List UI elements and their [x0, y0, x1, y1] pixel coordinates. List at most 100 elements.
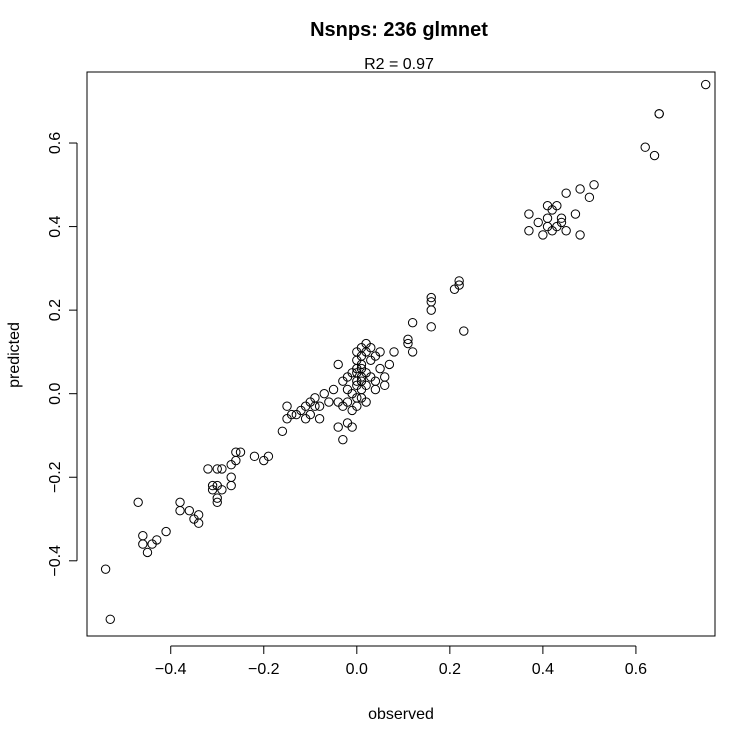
- data-point: [459, 326, 469, 336]
- data-point: [286, 409, 297, 420]
- data-point: [649, 150, 660, 161]
- data-point: [552, 200, 562, 211]
- data-point: [384, 359, 395, 370]
- data-point: [533, 217, 543, 228]
- data-point: [356, 359, 367, 370]
- data-point: [282, 401, 292, 411]
- data-point: [277, 426, 288, 436]
- data-point: [426, 322, 436, 332]
- data-point: [454, 280, 464, 290]
- data-point: [426, 305, 436, 315]
- data-point: [556, 213, 567, 223]
- data-point: [305, 409, 315, 420]
- data-point: [454, 276, 464, 286]
- data-point: [584, 192, 595, 203]
- data-point: [333, 359, 343, 370]
- data-point: [640, 142, 650, 152]
- data-point: [217, 485, 227, 495]
- data-point: [352, 401, 362, 411]
- y-axis-label: predicted: [6, 322, 23, 388]
- data-point: [328, 384, 339, 395]
- data-point: [370, 384, 381, 395]
- data-point: [212, 497, 222, 508]
- data-point: [654, 109, 664, 119]
- data-point: [403, 334, 413, 345]
- x-tick-label: 0.2: [439, 661, 461, 678]
- data-point: [175, 505, 185, 516]
- data-point: [700, 79, 711, 90]
- data-point: [152, 535, 162, 545]
- data-point: [561, 226, 571, 236]
- y-tick-label: 0.2: [47, 299, 64, 321]
- data-point: [380, 380, 390, 391]
- data-point: [231, 447, 241, 457]
- data-point: [203, 464, 213, 474]
- data-point: [324, 397, 334, 407]
- data-point: [575, 230, 585, 240]
- data-point: [570, 209, 581, 219]
- data-point: [542, 213, 553, 223]
- data-point: [235, 447, 246, 457]
- x-tick-label: 0.4: [532, 661, 554, 678]
- data-point: [133, 497, 143, 508]
- data-point: [426, 292, 436, 303]
- data-point: [538, 230, 548, 240]
- data-point: [556, 217, 567, 228]
- data-point: [217, 464, 227, 474]
- data-point: [138, 539, 148, 549]
- y-tick-label: 0.4: [47, 215, 64, 237]
- data-point: [184, 505, 195, 516]
- x-tick-label: −0.2: [248, 661, 280, 678]
- data-point: [105, 614, 115, 624]
- chart-title: Nsnps: 236 glmnet: [310, 19, 488, 41]
- y-tick-label: −0.2: [47, 461, 64, 493]
- x-tick-label: −0.4: [155, 661, 187, 678]
- data-point: [175, 497, 185, 508]
- data-points: [100, 79, 711, 624]
- data-point: [212, 464, 222, 474]
- data-point: [575, 184, 585, 194]
- data-point: [407, 317, 418, 328]
- x-axis: −0.4 −0.2 0.0 0.2 0.4 0.6: [155, 645, 647, 678]
- y-tick-label: 0.0: [47, 382, 64, 404]
- data-point: [380, 372, 390, 382]
- data-point: [193, 518, 204, 528]
- data-point: [310, 401, 320, 411]
- y-tick-label: −0.4: [47, 545, 64, 577]
- y-axis: −0.4 −0.2 0.0 0.2 0.4 0.6: [47, 132, 78, 577]
- data-point: [142, 547, 153, 558]
- data-point: [347, 422, 357, 432]
- data-point: [361, 397, 371, 407]
- data-point: [361, 380, 371, 391]
- data-point: [407, 347, 418, 357]
- data-point: [226, 480, 236, 491]
- data-point: [589, 180, 599, 190]
- data-point: [366, 343, 376, 353]
- data-point: [389, 347, 399, 357]
- data-point: [403, 338, 413, 349]
- data-point: [314, 414, 325, 424]
- x-tick-label: 0.6: [625, 661, 647, 678]
- y-tick-label: 0.6: [47, 132, 64, 154]
- data-point: [375, 363, 385, 374]
- data-point: [375, 347, 385, 357]
- data-point: [314, 401, 325, 411]
- data-point: [100, 564, 111, 574]
- data-point: [342, 397, 353, 407]
- plot-frame: [86, 71, 716, 637]
- data-point: [319, 388, 329, 399]
- data-point: [338, 434, 348, 445]
- chart-subtitle: R2 = 0.97: [364, 56, 434, 73]
- data-point: [249, 451, 260, 462]
- data-point: [426, 297, 436, 307]
- data-point: [161, 526, 171, 537]
- x-tick-label: 0.0: [346, 661, 368, 678]
- data-point: [524, 209, 534, 219]
- data-point: [333, 422, 343, 432]
- data-point: [212, 493, 222, 503]
- data-point: [263, 451, 274, 462]
- data-point: [524, 226, 534, 236]
- data-point: [226, 472, 236, 482]
- x-axis-label: observed: [368, 706, 434, 723]
